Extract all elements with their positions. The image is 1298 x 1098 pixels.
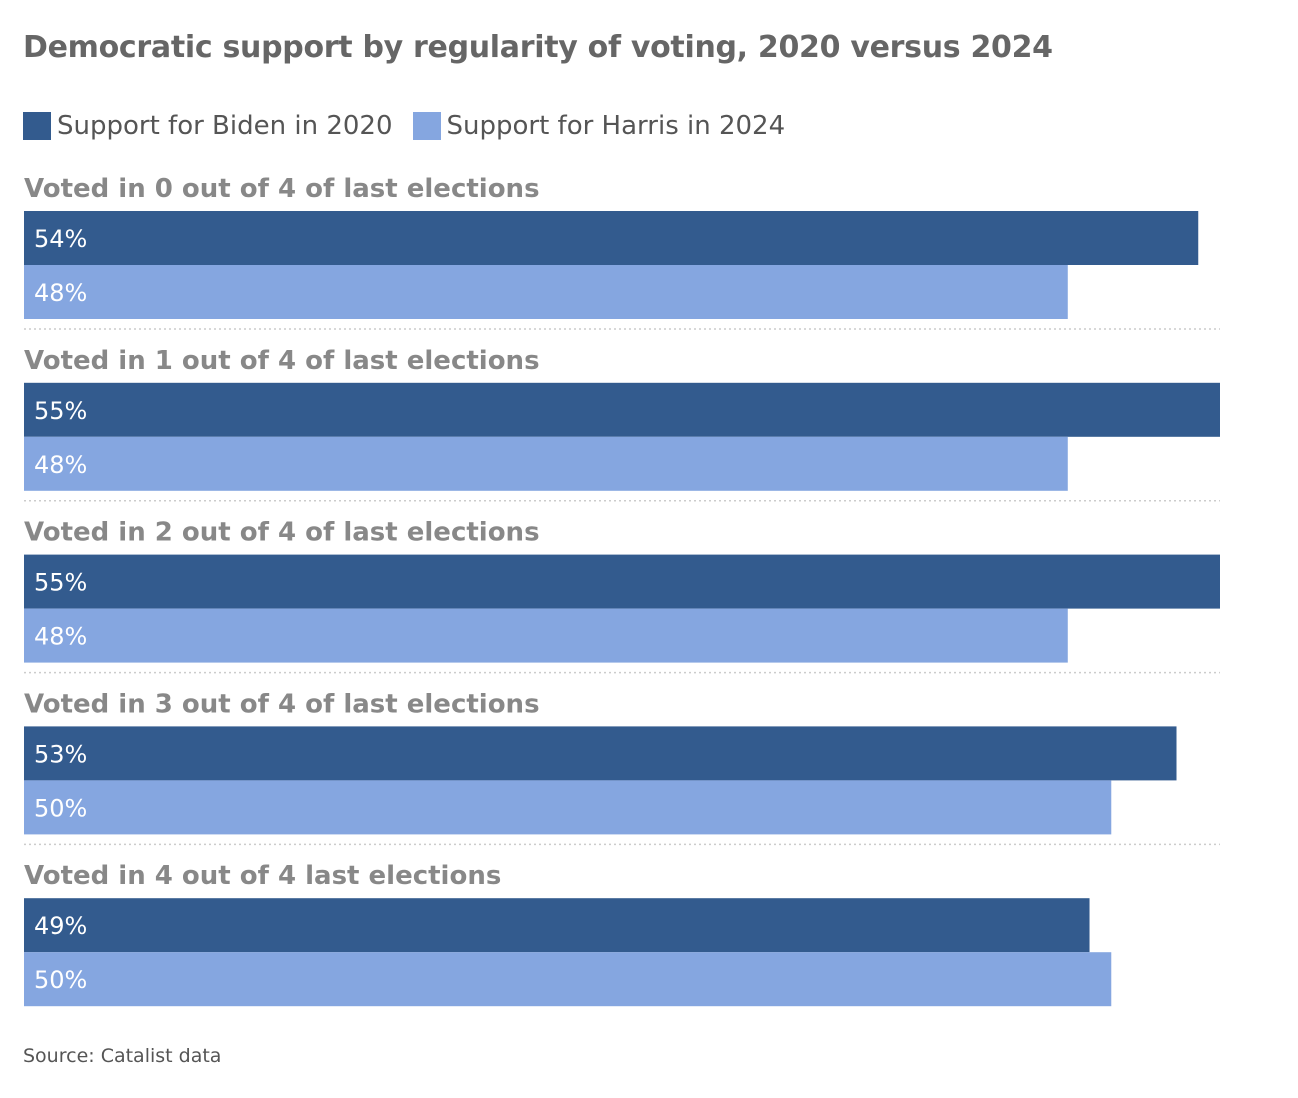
bar [24, 382, 1220, 437]
bar-value-label: 48% [34, 623, 87, 651]
bar [24, 436, 1068, 491]
group-label: Voted in 2 out of 4 of last elections [24, 518, 540, 548]
bar-value-label: 54% [34, 225, 87, 253]
legend-swatch-biden [23, 112, 51, 140]
bar [24, 952, 1112, 1007]
chart-title: Democratic support by regularity of voti… [23, 30, 1053, 65]
group-label: Voted in 1 out of 4 of last elections [24, 346, 540, 376]
bar-value-label: 53% [34, 740, 87, 768]
legend-label-harris: Support for Harris in 2024 [446, 111, 786, 141]
bar-value-label: 50% [34, 794, 87, 822]
bar-value-label: 48% [34, 279, 87, 307]
chart-legend: Support for Biden in 2020 Support for Ha… [23, 108, 805, 144]
group-label: Voted in 4 out of 4 last elections [24, 861, 501, 891]
bar [24, 265, 1068, 319]
legend-label-biden: Support for Biden in 2020 [57, 111, 393, 141]
group-label: Voted in 0 out of 4 of last elections [24, 174, 540, 204]
bar [24, 726, 1177, 781]
bar [24, 898, 1090, 953]
bar-value-label: 55% [34, 397, 87, 425]
bar [24, 211, 1199, 265]
bar-value-label: 49% [34, 912, 87, 940]
bar-value-label: 48% [34, 451, 87, 479]
group-label: Voted in 3 out of 4 of last elections [24, 689, 540, 719]
legend-item-harris: Support for Harris in 2024 [412, 111, 786, 141]
source-note: Source: Catalist data [23, 1045, 222, 1067]
bar [24, 780, 1112, 835]
bar [24, 554, 1220, 609]
legend-swatch-harris [412, 112, 441, 140]
bar [24, 608, 1068, 663]
legend-item-biden: Support for Biden in 2020 [23, 111, 393, 141]
bar-value-label: 55% [34, 569, 87, 597]
bar-value-label: 50% [34, 966, 87, 994]
